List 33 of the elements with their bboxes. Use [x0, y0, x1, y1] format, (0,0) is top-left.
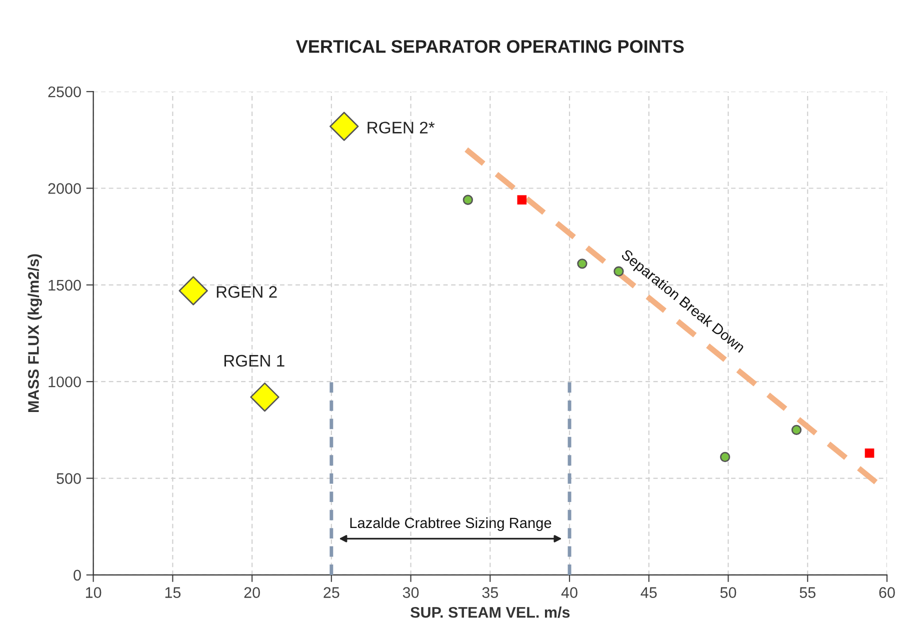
point	[864, 448, 874, 458]
x-tick-label: 35	[482, 587, 498, 598]
x-tick-label: 40	[561, 587, 578, 598]
x-axis-title: SUP. STEAM VEL. m/s	[410, 606, 570, 618]
point	[330, 112, 359, 141]
point	[178, 276, 208, 306]
point	[577, 258, 588, 269]
x-tick-label: 45	[640, 587, 657, 598]
x-tick-label: 30	[402, 587, 419, 598]
point	[250, 382, 280, 412]
x-tick-label: 10	[86, 587, 102, 598]
x-tick-label: 50	[720, 587, 736, 598]
y-tick-label: 500	[56, 473, 81, 484]
annotation: Lazalde Crabtree Sizing Range	[350, 517, 552, 531]
series-label: RGEN 1	[224, 354, 284, 367]
point	[517, 195, 527, 205]
y-tick-label: 2000	[48, 183, 81, 194]
y-tick-label: 0	[74, 570, 81, 581]
series-label: RGEN 2	[216, 286, 277, 298]
x-tick-label: 25	[324, 587, 340, 598]
x-tick-label: 55	[800, 587, 816, 598]
x-tick-label: 60	[879, 587, 895, 598]
x-tick-label: 20	[244, 587, 260, 598]
y-tick-label: 1000	[48, 376, 81, 388]
point	[720, 452, 730, 462]
chart-title: VERTICAL SEPARATOR OPERATING POINTS	[296, 40, 684, 53]
point	[462, 194, 474, 205]
series-label: RGEN 2*	[368, 122, 435, 134]
y-axis-title: MASS FLUX (kg/m2/s)	[28, 254, 42, 412]
y-tick-label: 1500	[48, 280, 81, 291]
point	[791, 424, 802, 436]
x-tick-label: 15	[165, 587, 181, 598]
y-tick-label: 2500	[48, 86, 81, 98]
